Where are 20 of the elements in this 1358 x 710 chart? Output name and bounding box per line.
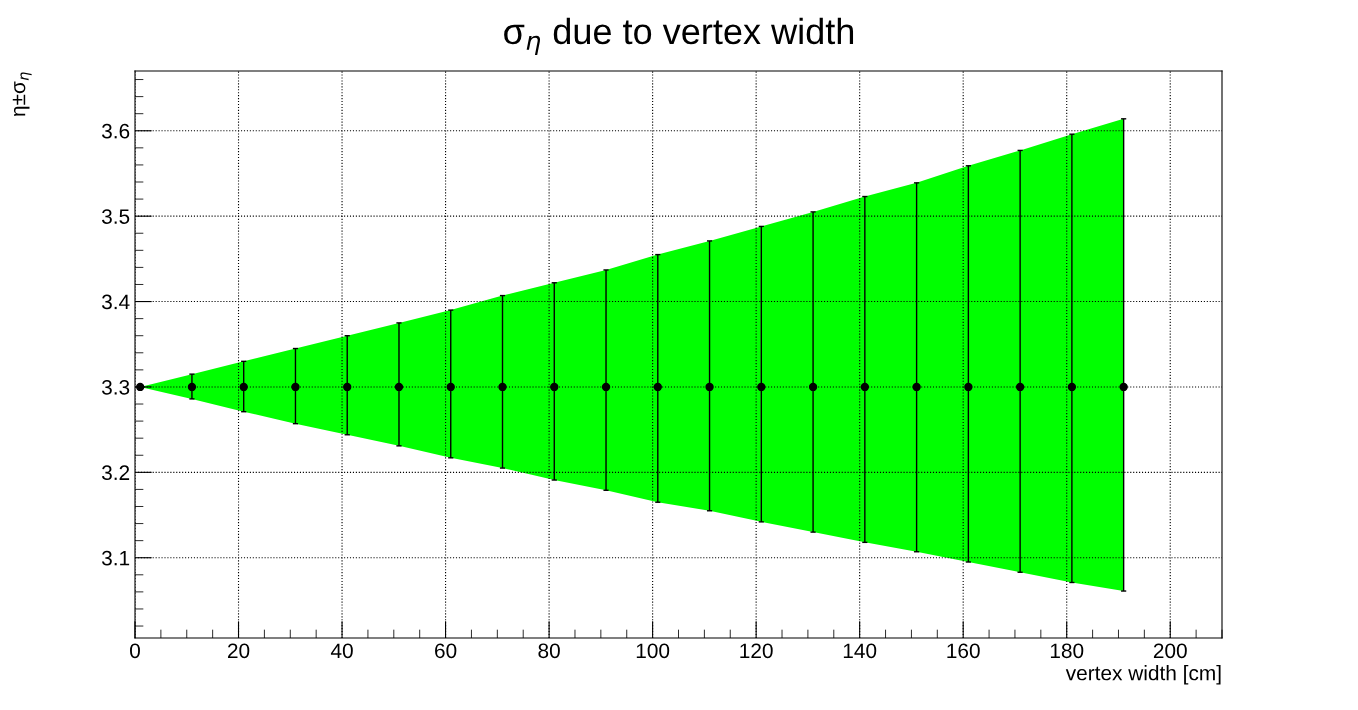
y-tick-label: 3.3	[101, 379, 130, 395]
chart-title: σ$_{η}$ due to vertex width	[504, 17, 854, 56]
x-tick-label: 160	[947, 643, 980, 659]
y-axis-title: η±σ$_{η}$	[12, 72, 32, 116]
y-tick-label: 3.5	[101, 209, 130, 224]
x-tick-label: 0	[130, 643, 140, 659]
x-tick-label: 60	[435, 643, 457, 659]
x-axis-title: vertex width [cm]	[1065, 665, 1221, 685]
y-tick-label: 3.6	[101, 123, 130, 139]
x-tick-label: 180	[1050, 643, 1084, 659]
x-tick-label: 80	[538, 643, 560, 659]
x-tick-label: 100	[636, 643, 670, 659]
y-tick-label: 3.2	[101, 465, 130, 481]
y-tick-label: 3.1	[101, 550, 130, 566]
x-tick-label: 120	[740, 643, 773, 659]
x-tick-label: 200	[1153, 643, 1187, 659]
x-tick-label: 140	[843, 643, 877, 659]
x-tick-label: 40	[330, 643, 353, 659]
x-tick-label: 20	[227, 643, 250, 659]
y-tick-label: 3.4	[101, 294, 130, 310]
